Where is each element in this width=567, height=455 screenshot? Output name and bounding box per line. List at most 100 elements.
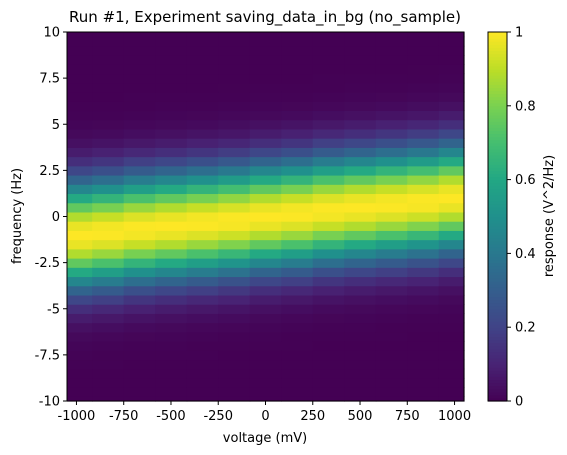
heatmap-cell bbox=[218, 387, 251, 397]
heatmap-cell bbox=[407, 32, 440, 38]
heatmap-cell bbox=[218, 276, 251, 287]
heatmap-cell bbox=[312, 64, 345, 75]
heatmap-cell bbox=[407, 239, 440, 250]
heatmap-cell bbox=[249, 82, 282, 93]
heatmap-cell bbox=[407, 55, 440, 65]
heatmap-cell bbox=[438, 110, 465, 121]
heatmap-cell bbox=[249, 128, 282, 139]
heatmap-cell bbox=[344, 230, 377, 241]
heatmap-cell bbox=[407, 101, 440, 112]
colorbar-cell bbox=[488, 284, 507, 288]
heatmap-cell bbox=[186, 258, 219, 268]
colorbar-cell bbox=[488, 281, 507, 285]
heatmap-cell bbox=[312, 174, 345, 185]
x-axis-ticks: -1000 -750 -500 -250 0 250 500 750 1000 bbox=[58, 401, 471, 424]
colorbar-cell bbox=[488, 394, 507, 399]
heatmap-cell bbox=[375, 221, 408, 231]
heatmap-cell bbox=[312, 377, 345, 388]
heatmap-cell bbox=[281, 267, 314, 278]
heatmap-cell bbox=[186, 211, 219, 222]
heatmap-cell bbox=[249, 211, 282, 222]
heatmap-cell bbox=[67, 36, 93, 47]
heatmap-cell bbox=[312, 73, 345, 84]
heatmap-cell bbox=[218, 184, 251, 195]
heatmap-cell bbox=[67, 174, 93, 185]
heatmap-cell bbox=[186, 91, 219, 102]
heatmap-cell bbox=[375, 230, 408, 241]
x-tick-label: -500 bbox=[156, 409, 186, 424]
colorbar-cell bbox=[488, 336, 507, 341]
heatmap-cell bbox=[92, 387, 125, 397]
heatmap-cell bbox=[67, 193, 93, 204]
heatmap-cell bbox=[312, 387, 345, 397]
heatmap-cell bbox=[312, 267, 345, 278]
colorbar-cell bbox=[488, 370, 507, 374]
colorbar-cell bbox=[488, 99, 507, 104]
colorbar-cell bbox=[488, 170, 507, 175]
heatmap-cell bbox=[155, 184, 188, 195]
colorbar-cell bbox=[488, 130, 507, 135]
heatmap-cell bbox=[438, 377, 465, 388]
heatmap-cell bbox=[281, 221, 314, 231]
heatmap-cell bbox=[281, 128, 314, 139]
heatmap-cell bbox=[407, 128, 440, 139]
colorbar-cell bbox=[488, 84, 507, 88]
heatmap-cell bbox=[249, 119, 282, 130]
heatmap-cell bbox=[155, 119, 188, 130]
heatmap-cell bbox=[218, 350, 251, 361]
heatmap-cell bbox=[123, 285, 156, 296]
heatmap-cell bbox=[67, 73, 93, 84]
colorbar-cell bbox=[488, 47, 507, 52]
colorbar-cell bbox=[488, 317, 507, 322]
heatmap-cell bbox=[407, 221, 440, 231]
heatmap-cell bbox=[218, 82, 251, 93]
colorbar-cell bbox=[488, 397, 507, 402]
heatmap-cell bbox=[312, 294, 345, 305]
colorbar-cell bbox=[488, 354, 507, 359]
heatmap-cell bbox=[312, 230, 345, 241]
x-tick-label: 250 bbox=[300, 409, 325, 424]
heatmap-cell bbox=[312, 82, 345, 93]
heatmap-cell bbox=[407, 36, 440, 47]
heatmap-cell bbox=[438, 341, 465, 351]
heatmap-cell bbox=[123, 128, 156, 139]
heatmap-cell bbox=[67, 322, 93, 333]
heatmap-cell bbox=[407, 258, 440, 268]
heatmap-cell bbox=[67, 230, 93, 241]
heatmap-cell bbox=[67, 165, 93, 176]
heatmap-cell bbox=[407, 331, 440, 342]
colorbar-cell bbox=[488, 139, 507, 144]
heatmap-cell bbox=[67, 138, 93, 148]
colorbar-cell bbox=[488, 111, 507, 116]
heatmap-cell bbox=[155, 248, 188, 259]
heatmap-cell bbox=[407, 82, 440, 93]
heatmap-cell bbox=[123, 396, 156, 402]
colorbar-cell bbox=[488, 228, 507, 233]
heatmap-cell bbox=[312, 211, 345, 222]
heatmap-cell bbox=[438, 248, 465, 259]
colorbar-tick-label: 1 bbox=[515, 26, 523, 41]
heatmap-cell bbox=[123, 193, 156, 204]
colorbar-cell bbox=[488, 167, 507, 171]
colorbar-cell bbox=[488, 290, 507, 294]
x-tick-label: -250 bbox=[203, 409, 233, 424]
heatmap-cell bbox=[249, 285, 282, 296]
heatmap-cell bbox=[218, 64, 251, 75]
heatmap-cell bbox=[281, 119, 314, 130]
heatmap-cell bbox=[186, 294, 219, 305]
heatmap-cell bbox=[375, 202, 408, 213]
heatmap-cell bbox=[281, 64, 314, 75]
heatmap-cell bbox=[92, 73, 125, 84]
colorbar-cell bbox=[488, 308, 507, 313]
heatmap-cell bbox=[218, 32, 251, 38]
heatmap-cell bbox=[312, 258, 345, 268]
heatmap-cell bbox=[375, 387, 408, 397]
heatmap-cell bbox=[218, 138, 251, 148]
heatmap-cell bbox=[281, 110, 314, 121]
colorbar-tick-label: 0.2 bbox=[515, 321, 536, 336]
heatmap-cell bbox=[375, 294, 408, 305]
y-tick-label: 5 bbox=[52, 118, 60, 133]
heatmap-cell bbox=[281, 368, 314, 379]
heatmap-cell bbox=[344, 55, 377, 65]
heatmap-cell bbox=[281, 248, 314, 259]
